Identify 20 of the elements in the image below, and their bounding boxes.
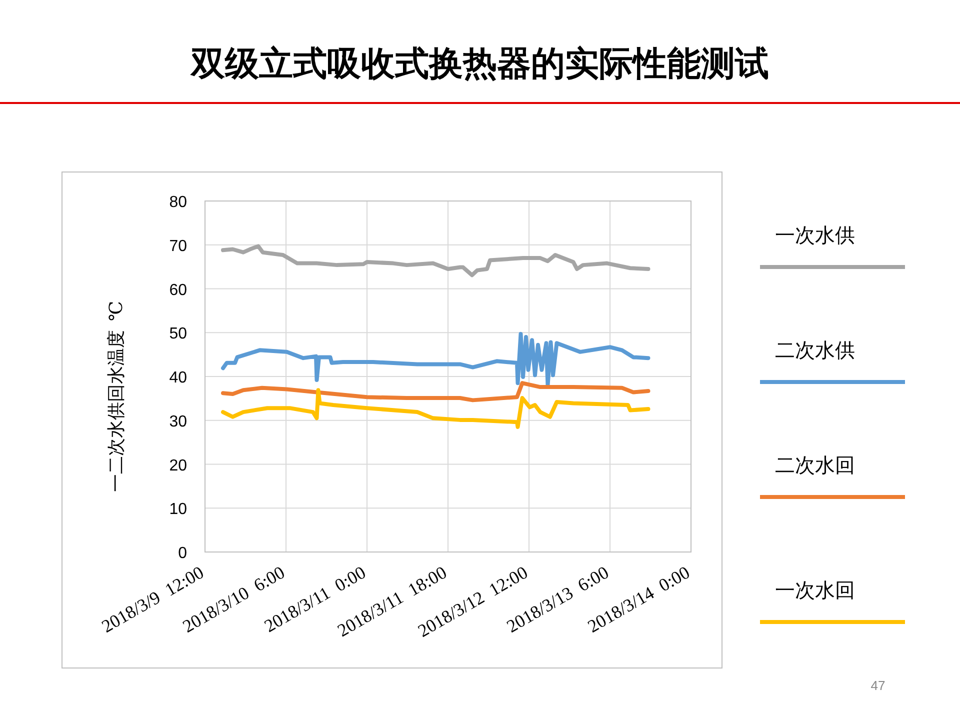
text: 一次水供 [775, 225, 855, 247]
y-tick-label: 60 [169, 282, 188, 299]
y-tick-label: 50 [169, 326, 188, 343]
y-tick-label: 30 [169, 413, 188, 430]
text: 一次水回 [775, 580, 855, 602]
line-series [221, 332, 650, 388]
line-series [221, 388, 650, 429]
y-tick-label: 80 [169, 194, 188, 211]
y-tick-label: 40 [169, 370, 188, 386]
line-series [221, 381, 650, 402]
chart-title: 双级立式吸收式换热器的实际性能测试 [190, 45, 769, 83]
text: 二次水供 [775, 340, 855, 362]
text: 47 [870, 678, 886, 693]
y-tick-label: 10 [169, 501, 188, 518]
y-tick-label: 70 [169, 238, 188, 255]
text: 二次水回 [775, 455, 855, 477]
line-series [221, 244, 650, 278]
y-axis-title: 一二次水供回水温度 ℃ [106, 300, 126, 492]
y-tick-label: 0 [178, 545, 188, 562]
y-tick-label: 20 [169, 457, 188, 474]
